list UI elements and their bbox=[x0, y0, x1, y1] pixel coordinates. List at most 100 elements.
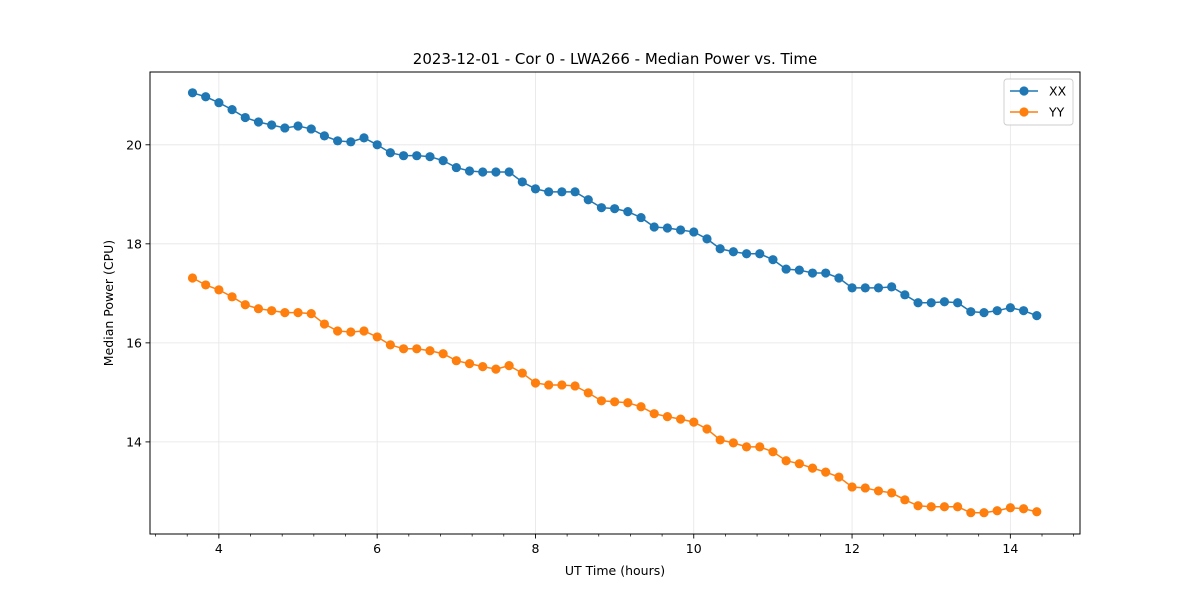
data-point-yy bbox=[557, 380, 567, 390]
data-point-xx bbox=[794, 265, 804, 275]
legend-item-yy: YY bbox=[1010, 105, 1065, 120]
data-point-yy bbox=[333, 326, 343, 336]
data-point-xx bbox=[530, 184, 541, 194]
chart-title: 2023-12-01 - Cor 0 - LWA266 - Median Pow… bbox=[413, 50, 817, 68]
data-point-xx bbox=[425, 152, 435, 162]
data-point-yy bbox=[953, 502, 963, 512]
data-point-yy bbox=[359, 326, 369, 336]
data-point-yy bbox=[214, 285, 224, 295]
data-point-xx bbox=[201, 92, 211, 102]
data-point-xx bbox=[504, 167, 514, 177]
data-point-xx bbox=[517, 177, 527, 187]
y-axis-label: Median Power (CPU) bbox=[101, 240, 116, 366]
plot-frame bbox=[149, 71, 1081, 535]
data-point-xx bbox=[1032, 311, 1042, 321]
data-point-xx bbox=[306, 124, 316, 134]
legend-label: YY bbox=[1048, 105, 1065, 120]
data-point-xx bbox=[623, 207, 633, 217]
data-point-xx bbox=[280, 123, 290, 133]
data-point-yy bbox=[741, 442, 752, 452]
data-point-yy bbox=[1005, 503, 1015, 513]
data-point-xx bbox=[1018, 306, 1029, 316]
data-point-xx bbox=[755, 249, 765, 259]
data-point-yy bbox=[926, 502, 936, 512]
x-tick-label: 10 bbox=[686, 541, 702, 556]
data-point-xx bbox=[807, 268, 818, 278]
data-point-yy bbox=[187, 273, 198, 283]
data-point-yy bbox=[755, 442, 765, 452]
x-axis-label: UT Time (hours) bbox=[565, 563, 665, 578]
data-point-xx bbox=[346, 137, 356, 147]
data-point-xx bbox=[873, 283, 884, 293]
data-point-xx bbox=[675, 225, 686, 235]
data-point-yy bbox=[900, 495, 910, 505]
data-point-xx bbox=[557, 187, 567, 197]
data-point-yy bbox=[860, 483, 870, 493]
data-point-xx bbox=[887, 282, 897, 292]
data-point-xx bbox=[240, 112, 250, 123]
data-point-yy bbox=[372, 332, 382, 342]
data-point-xx bbox=[689, 227, 699, 237]
data-point-yy bbox=[939, 502, 950, 512]
data-point-xx bbox=[464, 166, 475, 176]
data-point-xx bbox=[293, 121, 303, 131]
data-point-yy bbox=[768, 447, 778, 457]
data-point-xx bbox=[834, 273, 844, 283]
data-point-yy bbox=[636, 402, 646, 412]
series-layer bbox=[187, 88, 1042, 518]
data-point-yy bbox=[689, 417, 699, 427]
data-point-xx bbox=[702, 234, 712, 244]
data-point-yy bbox=[623, 398, 633, 408]
data-point-xx bbox=[478, 167, 488, 177]
legend-label: XX bbox=[1049, 84, 1067, 99]
data-point-xx bbox=[662, 223, 673, 233]
data-point-xx bbox=[359, 133, 369, 143]
data-point-yy bbox=[913, 501, 923, 511]
data-point-yy bbox=[966, 508, 976, 518]
data-point-yy bbox=[873, 486, 884, 496]
data-point-xx bbox=[992, 306, 1002, 316]
data-point-yy bbox=[847, 482, 857, 492]
data-point-yy bbox=[794, 459, 804, 469]
series-xx bbox=[187, 88, 1042, 321]
data-point-xx bbox=[583, 195, 593, 205]
data-point-yy bbox=[319, 319, 330, 329]
data-point-xx bbox=[491, 167, 501, 177]
data-point-yy bbox=[544, 380, 554, 390]
data-point-yy bbox=[451, 356, 461, 366]
data-point-xx bbox=[227, 105, 237, 115]
data-point-yy bbox=[1018, 504, 1029, 514]
x-tick-label: 4 bbox=[215, 541, 223, 556]
x-tick-label: 12 bbox=[844, 541, 860, 556]
data-point-xx bbox=[847, 283, 857, 293]
data-point-yy bbox=[253, 304, 264, 314]
data-point-xx bbox=[781, 264, 791, 274]
data-point-yy bbox=[702, 424, 712, 434]
data-point-yy bbox=[491, 364, 501, 374]
data-point-xx bbox=[398, 151, 409, 161]
data-point-yy bbox=[412, 344, 422, 354]
data-point-xx bbox=[900, 290, 910, 300]
data-point-xx bbox=[860, 283, 870, 293]
data-point-yy bbox=[979, 508, 989, 518]
tick-layer: 4 6 8 10 12 14 14 16 18 20 bbox=[126, 137, 1075, 556]
data-point-xx bbox=[649, 222, 659, 232]
data-point-yy bbox=[821, 467, 831, 477]
data-point-yy bbox=[715, 435, 725, 445]
data-point-yy bbox=[306, 309, 316, 319]
data-point-xx bbox=[768, 255, 778, 265]
data-point-xx bbox=[570, 187, 580, 197]
data-point-xx bbox=[412, 151, 422, 161]
data-point-yy bbox=[596, 396, 607, 406]
data-point-yy bbox=[662, 412, 673, 422]
data-point-yy bbox=[464, 359, 475, 369]
y-tick-label: 20 bbox=[126, 137, 142, 152]
data-point-xx bbox=[741, 249, 752, 259]
data-point-xx bbox=[636, 212, 646, 223]
data-point-yy bbox=[583, 388, 593, 398]
data-point-yy bbox=[807, 463, 818, 473]
legend-marker-icon bbox=[1019, 86, 1029, 96]
data-point-xx bbox=[596, 203, 607, 213]
